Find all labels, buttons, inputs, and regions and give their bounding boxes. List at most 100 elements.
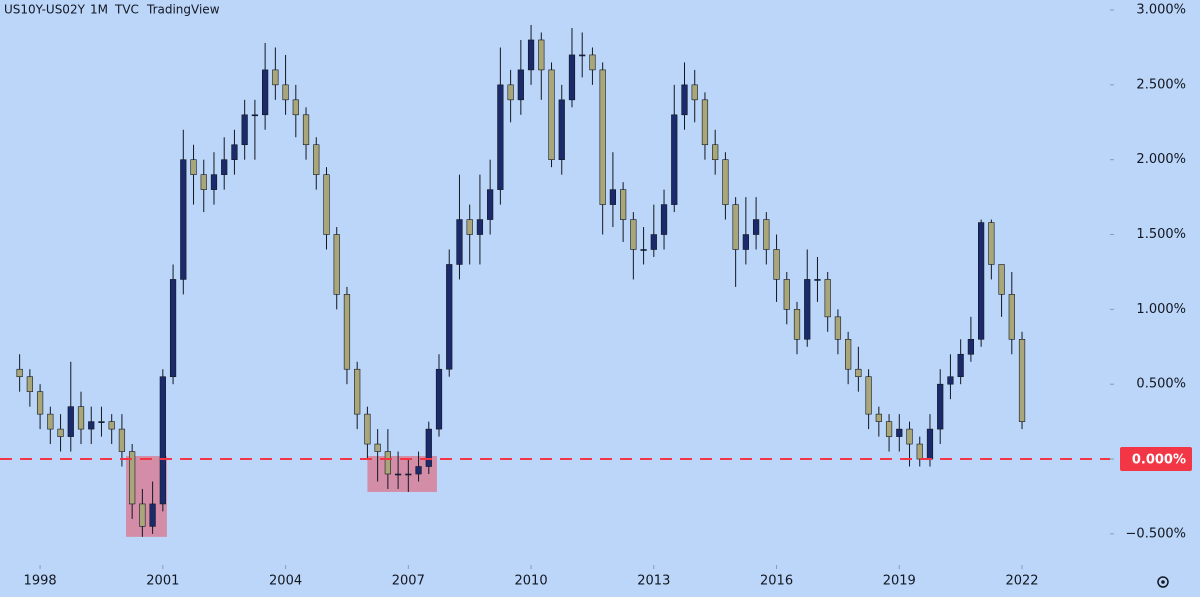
y-tick-label: −0.500% [1126, 526, 1186, 541]
y-tick-label: 3.000% [1136, 3, 1186, 18]
candle-body [824, 279, 831, 318]
x-tick-label: 2010 [515, 574, 548, 589]
candle-body [978, 222, 985, 340]
candle-body [671, 114, 678, 205]
candle-body [302, 114, 310, 146]
y-tick-label: 1.500% [1136, 227, 1186, 242]
candle-body [354, 368, 361, 415]
candle-body [1008, 294, 1015, 340]
candle-body [476, 219, 484, 235]
price-label: 0.000% [1132, 453, 1186, 468]
candle-body [712, 144, 719, 160]
candle-body [200, 174, 207, 190]
candle-body [732, 204, 739, 250]
candle-body [568, 54, 576, 101]
candle-body [916, 443, 923, 460]
candle-body [169, 279, 177, 378]
candle-body [620, 189, 627, 220]
candle-body [374, 443, 381, 452]
candle-body [701, 99, 709, 146]
candle-body [660, 204, 668, 235]
symbol: US10Y-US02Y [4, 3, 86, 17]
candle-body [834, 316, 842, 340]
candle-body [190, 159, 197, 175]
candle-body [98, 421, 105, 423]
source: TradingView [146, 3, 220, 17]
candle-body [26, 376, 33, 392]
candle-body [118, 428, 126, 452]
candle-body [640, 249, 647, 251]
candle-body [333, 234, 340, 295]
candle-body [435, 368, 443, 430]
candle-body [783, 279, 790, 310]
x-tick-label: 2016 [760, 574, 793, 589]
candle-body [722, 159, 729, 205]
gear-center[interactable] [1161, 580, 1165, 584]
candle-body [129, 451, 136, 505]
candle-body [108, 421, 115, 430]
candle-body [149, 503, 156, 527]
candle-body [814, 279, 821, 281]
highlight-box [367, 456, 437, 492]
candle-body [16, 368, 23, 378]
candle-body [36, 391, 44, 415]
y-tick-label: 2.000% [1136, 152, 1186, 167]
candle-body [609, 189, 617, 205]
candle-body [221, 159, 228, 175]
candle-body [507, 84, 514, 101]
candle-body [57, 428, 64, 437]
candle-body [384, 451, 391, 475]
candle-body [957, 353, 964, 378]
candle-body [804, 279, 811, 340]
candle-body [926, 428, 934, 460]
candle-body [425, 428, 432, 467]
settings-icon[interactable] [1157, 576, 1169, 588]
candle-body [988, 222, 995, 265]
candle-body [773, 249, 780, 280]
candle-body [763, 219, 770, 250]
candle-body [845, 338, 852, 370]
candle-body [77, 406, 85, 430]
candle-body [630, 219, 637, 250]
candle-body [364, 413, 371, 445]
candle-body [967, 338, 975, 355]
candle-body [88, 421, 95, 430]
candle-body [313, 144, 320, 175]
x-tick-label: 2007 [392, 574, 425, 589]
candles [16, 24, 1026, 537]
candle-body [527, 39, 535, 71]
candle-body [599, 69, 606, 205]
candle-body [405, 473, 412, 476]
candle-body [875, 413, 882, 422]
candle-body [650, 234, 657, 250]
candle-body [282, 84, 289, 101]
y-tick-label: 2.500% [1136, 77, 1186, 92]
candle-body [456, 219, 463, 265]
candle-body [210, 174, 218, 190]
axes: −0.500% 0.000% 0.500% 1.000% 1.500% 2.000% 2.5… [0, 3, 1192, 589]
candle-body [323, 174, 330, 235]
candle-body [589, 54, 596, 71]
x-tick-label: 2013 [637, 574, 670, 589]
candle-body [896, 428, 903, 437]
x-tick-label: 2001 [146, 574, 179, 589]
candle-body [865, 376, 872, 415]
candle-body [241, 114, 248, 146]
candle-body [180, 159, 187, 280]
candle-body [446, 264, 453, 370]
candle-body [517, 69, 524, 101]
interval: 1M [90, 3, 108, 17]
candle-body [343, 294, 351, 370]
candle-body [67, 406, 74, 437]
candle-body [793, 309, 801, 340]
candle-body [47, 413, 54, 430]
candle-body [579, 54, 586, 57]
candle-body [742, 234, 749, 250]
gear[interactable] [1157, 576, 1169, 588]
exchange: TVC [114, 3, 139, 17]
candle-body [937, 383, 944, 430]
candle-body [394, 473, 402, 476]
candle-body [947, 376, 954, 385]
candle-body [538, 39, 545, 71]
candle-body [466, 219, 473, 235]
